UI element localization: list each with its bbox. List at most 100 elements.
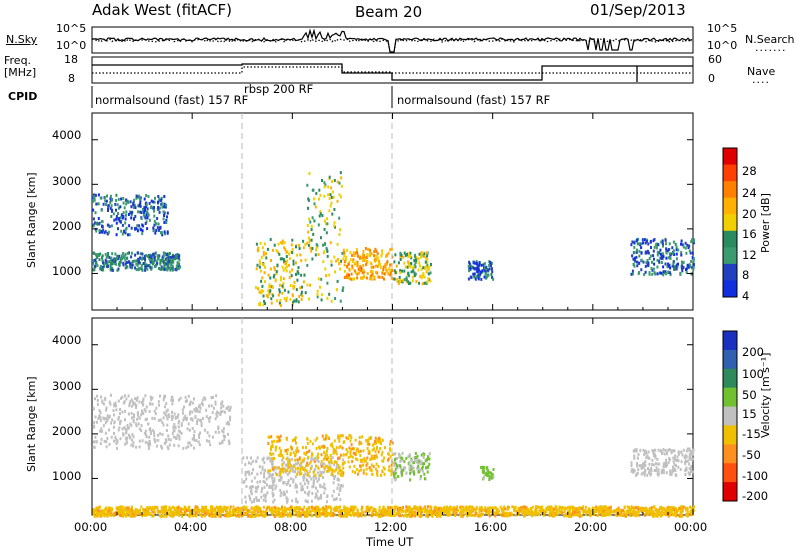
velocity-echo-cell [95,440,98,444]
velocity-echo-cell [359,464,361,468]
velocity-echo-cell [193,397,195,401]
power-echo-cell [136,251,139,255]
power-echo-cell [383,272,386,276]
velocity-echo-cell [136,512,139,515]
power-echo-cell [100,208,103,212]
velocity-echo-cell [393,505,396,509]
velocity-echo-cell [128,404,131,408]
power-echo-cell [490,267,493,271]
velocity-echo-cell [689,472,692,476]
power-echo-cell [662,265,665,269]
velocity-echo-cell [252,511,255,515]
power-echo-cell [133,217,136,221]
power-echo-cell [158,210,161,214]
power-echo-cell [397,282,400,286]
power-echo-cell [667,256,670,260]
velocity-echo-cell [212,507,215,511]
velocity-echo-cell [490,510,493,514]
velocity-echo-cell [147,512,150,516]
power-echo-cell [109,266,112,270]
velocity-echo-cell [339,511,342,515]
velocity-echo-cell [123,511,126,515]
velocity-echo-cell [326,494,329,498]
velocity-echo-cell [99,429,101,433]
power-echo-cell [377,275,380,279]
velocity-echo-cell [136,417,139,421]
velocity-echo-cell [370,454,373,458]
power-echo-cell [415,257,418,261]
power-echo-cell [672,249,675,253]
velocity-echo-cell [487,473,490,477]
velocity-echo-cell [259,471,262,475]
velocity-echo-cell [389,439,392,443]
power-echo-cell [289,284,292,287]
power-echo-cell [311,247,314,250]
velocity-echo-cell [94,397,96,401]
velocity-echo-cell [203,512,206,516]
velocity-echo-cell [281,468,284,472]
velocity-echo-cell [337,466,340,470]
velocity-echo-cell [289,484,292,487]
velocity-echo-cell [356,458,359,462]
velocity-echo-cell [367,450,370,454]
velocity-echo-cell [239,507,242,511]
power-echo-cell [483,262,486,266]
power-echo-cell [349,251,352,254]
velocity-echo-cell [468,505,471,509]
velocity-echo-cell [396,510,399,513]
power-echo-cell [93,196,96,200]
velocity-echo-cell [287,461,290,465]
velocity-echo-cell [262,480,265,483]
power-echo-cell [256,263,259,267]
velocity-echo-cell [379,437,382,441]
power-echo-cell [333,224,336,228]
velocity-echo-cell [484,508,487,512]
power-echo-cell [258,303,261,306]
power-echo-cell [341,289,344,292]
power-echo-cell [675,248,678,252]
velocity-echo-cell [333,463,336,467]
velocity-echo-cell [617,506,620,510]
power-echo-cell [677,248,680,252]
power-echo-cell [369,251,371,255]
power-echo-cell [92,208,95,212]
velocity-echo-cell [650,466,653,470]
velocity-echo-cell [187,509,190,513]
velocity-echo-cell [371,509,374,513]
velocity-echo-cell [258,465,261,469]
power-echo-cell [633,250,636,254]
velocity-echo-cell [198,433,200,437]
velocity-echo-cell [315,505,318,509]
power-echo-cell [101,224,103,228]
velocity-echo-cell [153,431,155,434]
velocity-echo-cell [463,508,466,512]
velocity-echo-cell [524,511,527,515]
power-echo-cell [642,241,645,245]
velocity-echo-cell [296,458,299,462]
velocity-echo-cell [270,445,273,449]
velocity-echo-cell [300,486,303,490]
power-echo-cell [412,269,415,273]
velocity-echo-cell [285,463,288,467]
power-echo-cell [153,200,156,204]
velocity-echo-cell [682,505,685,509]
power-echo-cell [99,265,102,268]
velocity-echo-cell [311,509,314,513]
velocity-echo-cell [203,510,206,514]
velocity-echo-cell [591,506,594,510]
velocity-echo-cell [172,435,175,439]
velocity-echo-cell [403,513,406,517]
velocity-echo-cell [617,509,619,513]
velocity-echo-cell [233,513,236,517]
velocity-echo-cell [165,402,168,405]
velocity-echo-cell [250,471,253,475]
velocity-echo-cell [250,479,253,483]
power-echo-cell [354,262,356,266]
velocity-echo-cell [556,510,559,514]
power-echo-cell [330,201,333,205]
power-echo-cell [177,262,180,266]
power-echo-cell [659,271,662,275]
velocity-echo-cell [269,507,272,511]
power-echo-cell [326,250,329,253]
velocity-echo-cell [374,508,377,511]
